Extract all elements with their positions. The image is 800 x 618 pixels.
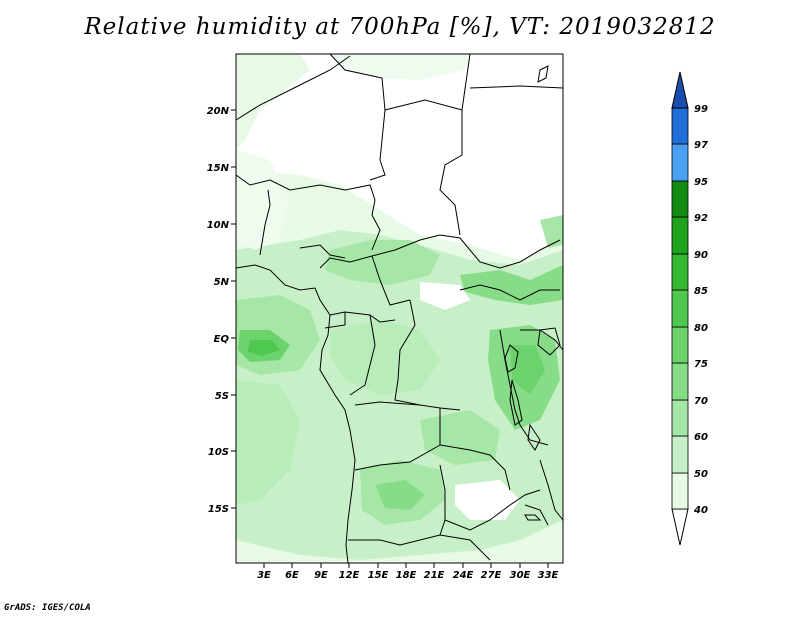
map-title: Relative humidity at 700hPa [%], VT: 201… bbox=[84, 14, 716, 40]
colorbar-segment bbox=[671, 362, 689, 401]
colorbar-label: 99 bbox=[694, 104, 708, 115]
colorbar-segment bbox=[671, 253, 689, 291]
lon-label: 27E bbox=[481, 570, 502, 581]
lat-label: 15N bbox=[207, 163, 230, 174]
lon-label: 15E bbox=[368, 570, 389, 581]
colorbar-segment bbox=[671, 399, 689, 437]
colorbar-label: 60 bbox=[694, 432, 708, 443]
map-frame bbox=[235, 53, 564, 564]
lon-label: 30E bbox=[510, 570, 531, 581]
colorbar-segment bbox=[671, 107, 689, 145]
colorbar-label: 97 bbox=[694, 140, 708, 151]
lon-ticks bbox=[263, 563, 549, 568]
lon-label: 9E bbox=[314, 570, 328, 581]
colorbar-label: 90 bbox=[694, 250, 708, 261]
country-borders bbox=[235, 53, 564, 564]
colorbar-top-triangle bbox=[671, 71, 689, 109]
lon-label: 6E bbox=[285, 570, 299, 581]
lat-label: 15S bbox=[208, 504, 229, 515]
lon-label: 18E bbox=[396, 570, 417, 581]
lat-label: 10S bbox=[208, 447, 229, 458]
colorbar-label: 70 bbox=[694, 396, 708, 407]
colorbar-label: 40 bbox=[693, 505, 708, 516]
lat-label: 5S bbox=[215, 391, 229, 402]
lat-label: EQ bbox=[214, 334, 230, 345]
colorbar-label: 92 bbox=[694, 213, 708, 224]
colorbar-label: 95 bbox=[694, 177, 708, 188]
colorbar bbox=[671, 71, 689, 546]
lon-label: 21E bbox=[424, 570, 445, 581]
colorbar-segment bbox=[671, 143, 689, 182]
lat-label: 20N bbox=[207, 106, 230, 117]
lat-label: 5N bbox=[214, 277, 230, 288]
lon-label: 12E bbox=[339, 570, 360, 581]
colorbar-label: 75 bbox=[694, 359, 708, 370]
credit-text: GrADS: IGES/COLA bbox=[4, 603, 91, 613]
humidity-shading bbox=[236, 54, 563, 563]
lat-ticks bbox=[231, 109, 236, 509]
lon-label: 24E bbox=[453, 570, 474, 581]
colorbar-bottom-triangle bbox=[671, 508, 689, 546]
lon-label: 3E bbox=[257, 570, 271, 581]
colorbar-label: 85 bbox=[694, 286, 708, 297]
colorbar-segment bbox=[671, 289, 689, 328]
colorbar-segment bbox=[671, 472, 689, 510]
colorbar-segment bbox=[671, 326, 689, 364]
colorbar-segment bbox=[671, 216, 689, 255]
lon-label: 33E bbox=[538, 570, 559, 581]
lat-label: 10N bbox=[207, 220, 230, 231]
colorbar-segment bbox=[671, 180, 689, 218]
colorbar-segment bbox=[671, 435, 689, 474]
colorbar-label: 80 bbox=[694, 323, 708, 334]
colorbar-label: 50 bbox=[694, 469, 708, 480]
